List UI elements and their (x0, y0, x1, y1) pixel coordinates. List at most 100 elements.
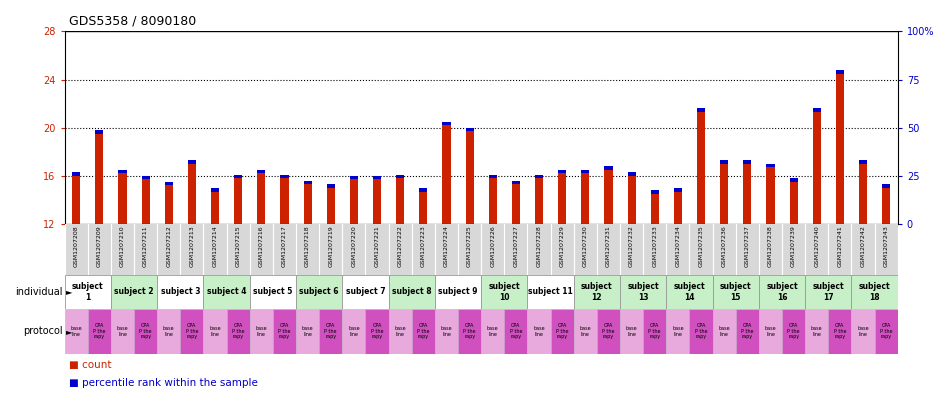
Bar (443, 125, 450, 224)
Text: GSM1207242: GSM1207242 (861, 226, 865, 267)
Text: GSM1207239: GSM1207239 (791, 226, 796, 267)
Bar (111, 275, 157, 309)
Bar (342, 275, 389, 309)
Bar (234, 178, 242, 224)
Text: GSM1207211: GSM1207211 (143, 226, 148, 267)
Text: CPA
P the
rapy: CPA P the rapy (741, 323, 753, 340)
Text: base
line: base line (672, 326, 684, 336)
Bar (743, 164, 751, 224)
Bar (435, 275, 481, 309)
Text: ►: ► (66, 287, 72, 296)
Bar (95, 134, 104, 224)
Bar (396, 174, 404, 178)
Bar (535, 178, 543, 224)
Bar (836, 70, 844, 73)
Bar (720, 160, 729, 164)
Text: subject
10: subject 10 (488, 282, 521, 301)
Bar (119, 170, 126, 173)
Bar (203, 275, 250, 309)
Text: GSM1207213: GSM1207213 (189, 226, 195, 267)
Bar (396, 178, 404, 224)
Text: subject 6: subject 6 (299, 287, 339, 296)
Bar (883, 188, 890, 224)
Bar (789, 178, 798, 182)
Text: CPA
P the
rapy: CPA P the rapy (649, 323, 661, 340)
Text: GSM1207231: GSM1207231 (606, 226, 611, 267)
Text: subject
16: subject 16 (767, 282, 798, 301)
Text: CPA
P the
rapy: CPA P the rapy (834, 323, 846, 340)
Bar (443, 122, 450, 125)
Bar (211, 188, 219, 191)
Bar (836, 73, 844, 224)
Bar (828, 309, 851, 354)
Bar (257, 173, 265, 224)
Bar (720, 164, 729, 224)
Bar (389, 275, 435, 309)
Bar (697, 112, 705, 224)
Bar (296, 275, 342, 309)
Bar (535, 174, 543, 178)
Bar (743, 160, 751, 164)
Text: base
line: base line (765, 326, 776, 336)
Text: GSM1207237: GSM1207237 (745, 226, 750, 267)
Bar (319, 309, 342, 354)
Text: GSM1207222: GSM1207222 (398, 226, 403, 267)
Text: GSM1207228: GSM1207228 (537, 226, 542, 267)
Text: subject 3: subject 3 (161, 287, 200, 296)
Text: base
line: base line (718, 326, 730, 336)
Bar (164, 182, 173, 185)
Bar (527, 309, 551, 354)
Text: subject
12: subject 12 (581, 282, 613, 301)
Text: CPA
P the
rapy: CPA P the rapy (325, 323, 337, 340)
Bar (203, 309, 227, 354)
Text: ■ percentile rank within the sample: ■ percentile rank within the sample (69, 378, 258, 388)
Text: GSM1207216: GSM1207216 (258, 226, 264, 267)
Bar (134, 309, 157, 354)
Bar (604, 170, 613, 224)
Text: GSM1207208: GSM1207208 (74, 226, 79, 267)
Text: GSM1207230: GSM1207230 (582, 226, 588, 267)
Bar (559, 170, 566, 173)
Bar (65, 309, 87, 354)
Text: GSM1207218: GSM1207218 (305, 226, 310, 267)
Bar (72, 176, 80, 224)
Bar (620, 309, 643, 354)
Bar (666, 275, 712, 309)
Text: base
line: base line (533, 326, 545, 336)
Bar (620, 275, 666, 309)
Text: GSM1207243: GSM1207243 (884, 226, 888, 267)
Text: GSM1207224: GSM1207224 (444, 226, 449, 267)
Text: base
line: base line (348, 326, 360, 336)
Bar (812, 112, 821, 224)
Bar (411, 309, 435, 354)
Bar (735, 309, 759, 354)
Text: GSM1207217: GSM1207217 (282, 226, 287, 267)
Bar (257, 170, 265, 173)
Bar (789, 182, 798, 224)
Bar (488, 174, 497, 178)
Bar (72, 172, 80, 176)
Text: subject 2: subject 2 (114, 287, 154, 296)
Bar (327, 184, 334, 188)
Bar (690, 309, 712, 354)
Text: subject 11: subject 11 (528, 287, 573, 296)
Text: ►: ► (66, 327, 72, 336)
Text: GSM1207219: GSM1207219 (329, 226, 333, 267)
Text: base
line: base line (626, 326, 637, 336)
Text: GSM1207220: GSM1207220 (352, 226, 356, 267)
Text: base
line: base line (256, 326, 267, 336)
Bar (373, 180, 381, 224)
Bar (435, 309, 458, 354)
Bar (527, 275, 574, 309)
Text: subject
18: subject 18 (859, 282, 890, 301)
Text: GSM1207236: GSM1207236 (722, 226, 727, 267)
Bar (581, 170, 589, 173)
Text: ■ count: ■ count (69, 360, 112, 371)
Text: base
line: base line (441, 326, 452, 336)
Bar (806, 309, 828, 354)
Bar (280, 174, 289, 178)
Text: subject
17: subject 17 (812, 282, 845, 301)
Bar (651, 190, 658, 194)
Text: CPA
P the
rapy: CPA P the rapy (602, 323, 615, 340)
Text: GSM1207214: GSM1207214 (213, 226, 218, 267)
